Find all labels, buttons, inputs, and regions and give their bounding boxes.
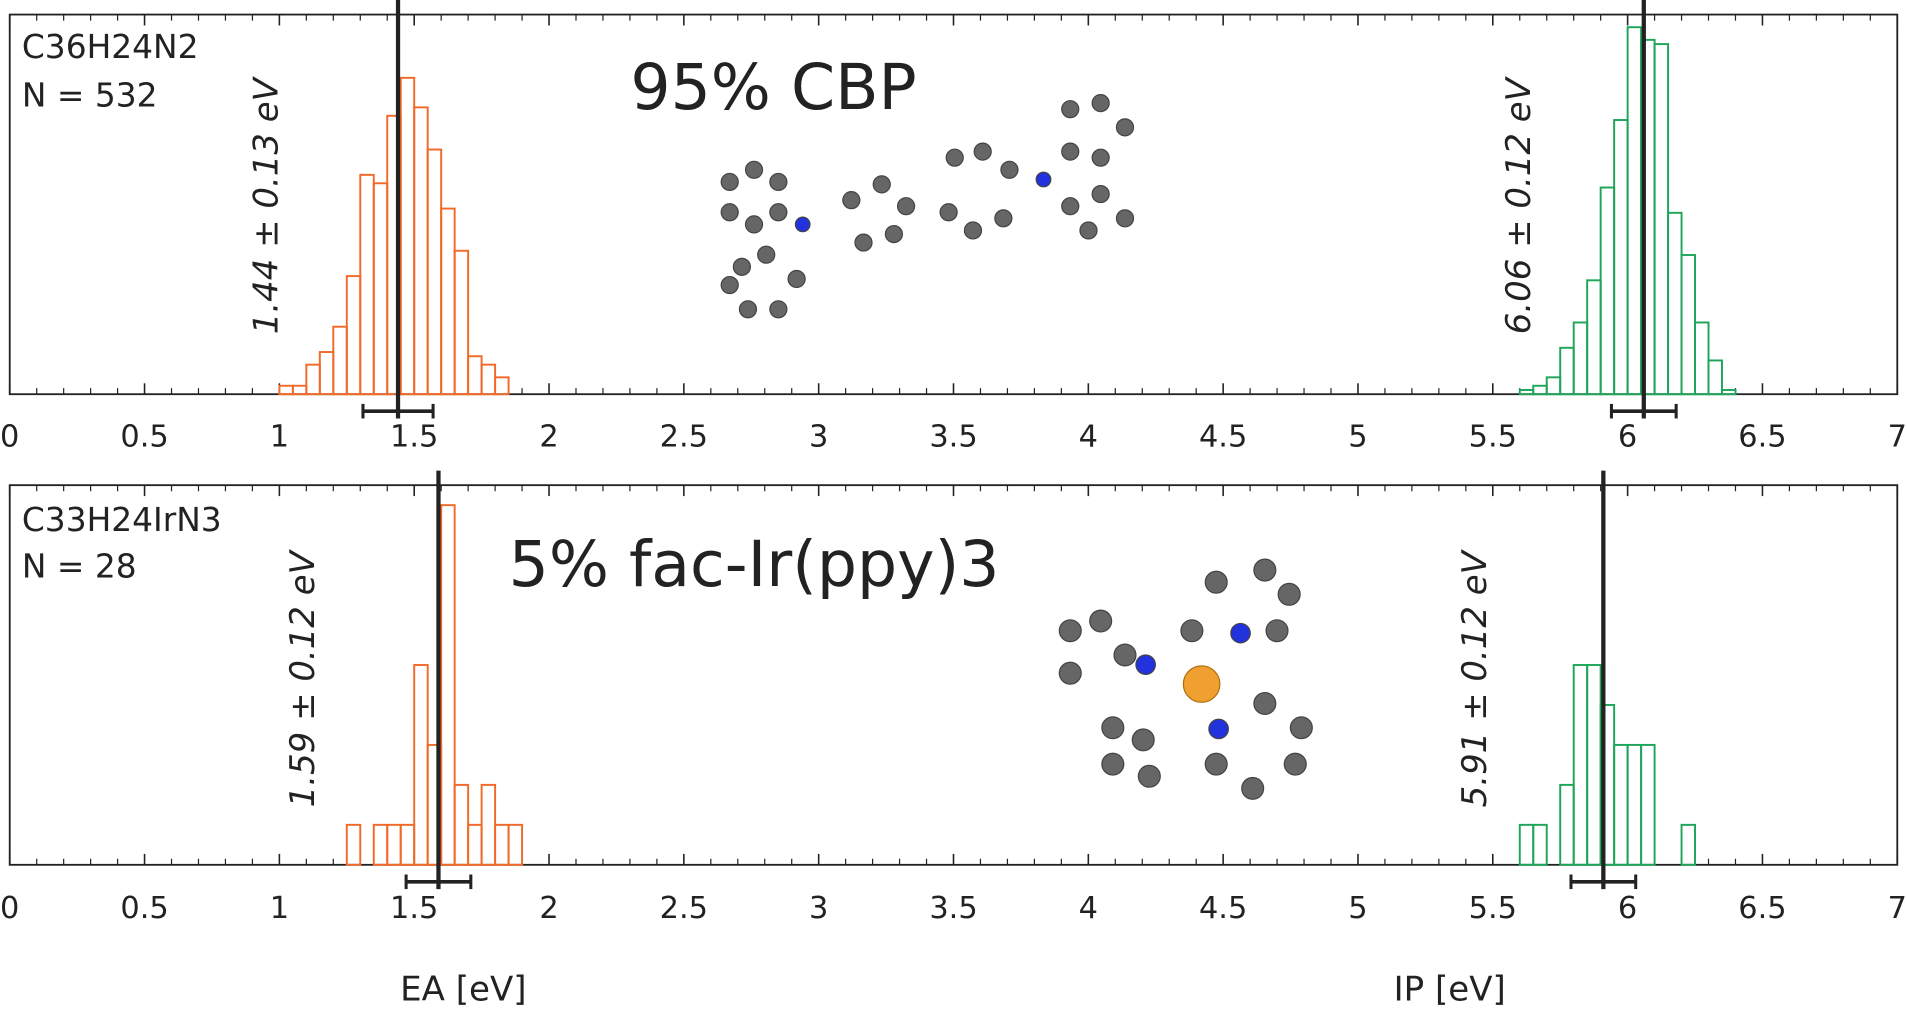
x-tick-label: 6: [1618, 419, 1637, 454]
histogram-bar: [1559, 346, 1575, 396]
histogram-bar: [305, 363, 321, 396]
histogram-bar: [1532, 823, 1548, 866]
x-tick-label: 4: [1079, 419, 1098, 454]
x-axis-label: EA [eV]: [400, 970, 526, 1010]
histogram-bar: [453, 249, 470, 396]
x-tick-label: 6.5: [1738, 419, 1786, 454]
molecule-cbp: [720, 94, 1135, 319]
x-tick-label: 7: [1888, 891, 1907, 926]
count-label: N = 28: [22, 547, 137, 585]
x-axis-label: IP [eV]: [1394, 970, 1506, 1010]
histogram-bar: [426, 148, 443, 396]
x-tick-label: 4.5: [1199, 891, 1247, 926]
x-tick-label: 6.5: [1738, 891, 1786, 926]
histogram-bar: [1667, 211, 1683, 396]
mean-annotation: 5.91 ± 0.12 eV: [1455, 548, 1495, 807]
histogram-bar: [467, 823, 483, 866]
histogram-bar: [494, 823, 510, 866]
histogram-bar: [372, 823, 389, 866]
x-tick-label: 3: [809, 419, 828, 454]
x-tick-label: 3.5: [929, 419, 977, 454]
histogram-bar: [440, 504, 456, 866]
x-tick-label: 6: [1618, 891, 1637, 926]
histogram-bar: [386, 823, 402, 866]
x-tick-label: 4.5: [1199, 419, 1247, 454]
x-tick-label: 5: [1348, 419, 1367, 454]
mean-annotation: 1.44 ± 0.13 eV: [246, 75, 286, 334]
histogram-bar: [399, 76, 416, 396]
histogram-bar: [372, 182, 389, 396]
histogram-bar: [1640, 743, 1656, 866]
histogram-bar: [345, 275, 362, 396]
x-tick-label: 5: [1348, 891, 1367, 926]
x-tick-label: 7: [1888, 419, 1907, 454]
histogram-bar: [467, 355, 483, 396]
x-tick-label: 2: [539, 891, 558, 926]
x-tick-label: 3.5: [929, 891, 977, 926]
histogram-bar: [1721, 389, 1737, 396]
histogram-bar: [453, 783, 470, 866]
histogram-bar: [1626, 743, 1643, 866]
histogram-bar: [1586, 279, 1602, 396]
histogram-bar: [332, 325, 348, 396]
molecule-irppy3: [1058, 558, 1313, 800]
histogram-bar: [1653, 43, 1670, 396]
panel-title: 95% CBP: [630, 50, 916, 124]
histogram-bar: [1586, 664, 1602, 866]
mean-annotation: 1.59 ± 0.12 eV: [283, 548, 323, 807]
x-tick-label: 1.5: [390, 891, 438, 926]
histogram-bar: [1613, 119, 1629, 396]
formula: C36H24N2: [22, 28, 199, 66]
histogram-bar: [413, 664, 429, 866]
x-tick-label: 0: [0, 419, 19, 454]
histogram-bar: [318, 351, 335, 396]
x-tick-label: 4: [1079, 891, 1098, 926]
x-tick-label: 1: [270, 419, 289, 454]
formula: C33H24IrN3: [22, 501, 222, 539]
histogram-bar: [1694, 321, 1710, 396]
panel-title: 5% fac-Ir(ppy)3: [509, 527, 1000, 601]
x-tick-label: 1: [270, 891, 289, 926]
x-tick-label: 2: [539, 419, 558, 454]
histogram-bar: [1572, 664, 1589, 866]
histogram-bar: [1518, 389, 1535, 396]
histogram-bar: [494, 376, 510, 396]
histogram-bar: [1680, 254, 1697, 396]
x-tick-label: 2.5: [660, 891, 708, 926]
x-tick-label: 5.5: [1469, 419, 1517, 454]
x-tick-label: 5.5: [1469, 891, 1517, 926]
histogram-bar: [1613, 743, 1629, 866]
x-tick-label: 0.5: [120, 891, 168, 926]
x-tick-label: 0.5: [120, 419, 168, 454]
histogram-bar: [480, 783, 497, 866]
x-tick-label: 3: [809, 891, 828, 926]
histogram-bar: [1707, 359, 1723, 396]
x-tick-label: 1.5: [390, 419, 438, 454]
x-tick-label: 0: [0, 891, 19, 926]
histogram-bar: [507, 823, 524, 866]
histogram-bar: [278, 384, 294, 396]
histogram-bar: [1532, 384, 1548, 396]
histogram-bar: [440, 207, 456, 396]
histogram-bar: [1626, 26, 1643, 396]
histogram-bar: [480, 363, 497, 396]
histogram-bar: [1572, 321, 1589, 396]
histogram-bar: [359, 173, 375, 396]
mean-annotation: 6.06 ± 0.12 eV: [1499, 75, 1539, 334]
histogram-bar: [413, 106, 429, 396]
histogram-bar: [399, 823, 416, 866]
histogram-bar: [1545, 376, 1562, 396]
histogram-bar: [1599, 186, 1616, 396]
histogram-bar: [1680, 823, 1697, 866]
count-label: N = 532: [22, 77, 158, 115]
x-tick-label: 2.5: [660, 419, 708, 454]
histogram-bar: [291, 384, 308, 396]
histogram-bar: [1559, 783, 1575, 866]
histogram-bar: [345, 823, 362, 866]
histogram-bar: [1518, 823, 1535, 866]
